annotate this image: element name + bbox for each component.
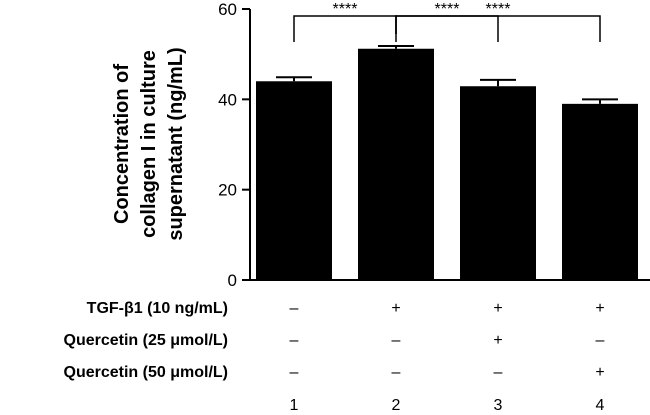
y-tick-label: 60 bbox=[218, 0, 237, 19]
significance-bracket bbox=[395, 15, 601, 42]
y-tick-label: 0 bbox=[228, 271, 237, 290]
treatment-row-label: Quercetin (25 μmol/L) bbox=[64, 332, 228, 349]
treatment-mark: – bbox=[290, 364, 299, 381]
significance-bracket bbox=[395, 15, 499, 42]
y-axis-label-line: Concentration of bbox=[111, 64, 133, 224]
treatment-row-label: Quercetin (50 μmol/L) bbox=[64, 364, 228, 381]
bar bbox=[562, 103, 638, 280]
bar bbox=[460, 86, 536, 280]
bars bbox=[256, 48, 638, 281]
treatment-mark: + bbox=[391, 300, 400, 317]
bar bbox=[358, 48, 434, 280]
treatment-mark: + bbox=[493, 332, 502, 349]
treatment-table: TGF-β1 (10 ng/mL) – + + + Quercetin (25 μmol/… bbox=[64, 300, 605, 414]
significance-label: **** bbox=[333, 1, 358, 18]
y-axis-label-line: supernatant (ng/mL) bbox=[165, 47, 187, 240]
y-axis-label-line: collagen I in culture bbox=[138, 50, 160, 238]
significance-brackets: **** **** **** bbox=[293, 1, 601, 42]
treatment-mark: + bbox=[595, 300, 604, 317]
error-bars bbox=[276, 45, 618, 104]
treatment-row-label: TGF-β1 (10 ng/mL) bbox=[87, 300, 228, 317]
significance-bracket bbox=[293, 15, 397, 42]
group-number-label: 1 bbox=[290, 397, 299, 414]
group-number-label: 2 bbox=[392, 397, 401, 414]
treatment-mark: – bbox=[494, 364, 503, 381]
y-tick-label: 40 bbox=[218, 90, 237, 109]
treatment-mark: + bbox=[595, 364, 604, 381]
treatment-mark: + bbox=[493, 300, 502, 317]
y-axis-label: Concentration of collagen I in culture sup… bbox=[111, 47, 187, 240]
treatment-mark: – bbox=[290, 332, 299, 349]
group-number-label: 3 bbox=[494, 397, 503, 414]
significance-label: **** bbox=[486, 1, 511, 18]
significance-label: **** bbox=[435, 1, 460, 18]
treatment-mark: – bbox=[392, 332, 401, 349]
bar bbox=[256, 81, 332, 281]
group-number-label: 4 bbox=[596, 397, 605, 414]
treatment-mark: – bbox=[596, 332, 605, 349]
treatment-mark: – bbox=[290, 300, 299, 317]
treatment-mark: – bbox=[392, 364, 401, 381]
y-tick-label: 20 bbox=[218, 181, 237, 200]
